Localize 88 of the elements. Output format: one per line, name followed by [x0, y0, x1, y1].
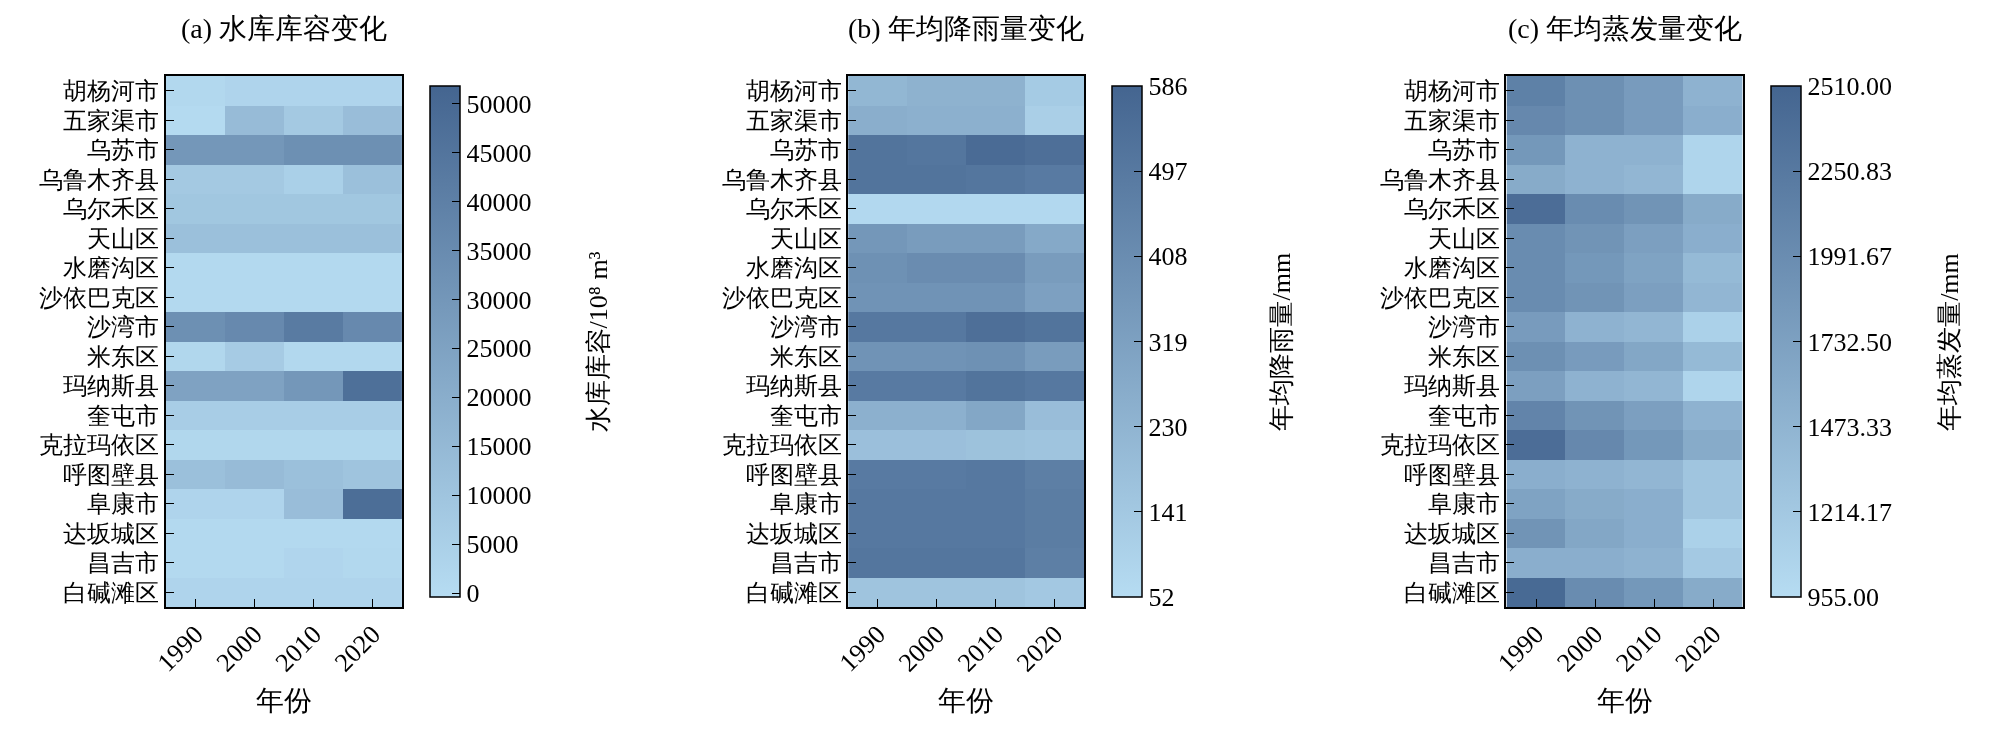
y-tick-label: 白碱滩区: [1403, 579, 1500, 606]
color-bar-label: 586: [1148, 72, 1188, 102]
color-bar-title: 年均降雨量/mm: [1266, 252, 1296, 431]
y-tick-label: 米东区: [769, 343, 842, 370]
color-bar-label: 15000: [466, 432, 532, 462]
y-tick-label: 五家渠市: [1403, 107, 1500, 134]
chart-title: (b) 年均降雨量变化: [848, 13, 1084, 44]
y-tick-label: 胡杨河市: [745, 78, 842, 105]
color-bar-label: 2510.00: [1807, 72, 1892, 102]
y-tick-label: 天山区: [769, 225, 842, 252]
y-tick-label: 乌苏市: [769, 137, 842, 164]
y-tick-label: 玛纳斯县: [745, 373, 842, 400]
color-bar-label: 10000: [466, 481, 532, 511]
y-tick-label: 胡杨河市: [1403, 78, 1500, 105]
y-tick-label: 胡杨河市: [63, 78, 160, 105]
y-tick-label: 克拉玛依区: [39, 432, 160, 459]
color-bar-label: 141: [1148, 497, 1188, 527]
x-axis-title: 年份: [938, 684, 995, 716]
color-bar-label: 35000: [466, 236, 532, 266]
y-tick-label: 阜康市: [769, 491, 842, 518]
y-tick-label: 昌吉市: [87, 550, 160, 577]
color-bar-label: 40000: [466, 187, 532, 217]
color-bar-label: 50000: [466, 89, 532, 119]
y-tick-label: 水磨沟区: [745, 255, 842, 282]
chart-title: (c) 年均蒸发量变化: [1508, 13, 1743, 44]
color-bar-label: 0: [466, 579, 480, 609]
y-tick-label: 阜康市: [1427, 491, 1500, 518]
y-tick-label: 奎屯市: [769, 402, 842, 429]
y-tick-label: 呼图壁县: [63, 461, 160, 488]
y-tick-label: 天山区: [87, 225, 160, 252]
color-bar-label: 45000: [466, 138, 532, 168]
color-bar-label: 230: [1148, 412, 1188, 442]
y-tick-label: 奎屯市: [1427, 402, 1500, 429]
y-tick-label: 乌鲁木齐县: [1379, 166, 1500, 193]
y-tick-label: 米东区: [87, 343, 160, 370]
y-tick-label: 乌苏市: [87, 137, 160, 164]
color-bar-title: 水库库容/10⁸ m³: [584, 251, 614, 433]
color-bar-label: 30000: [466, 285, 532, 315]
color-bar-label: 1991.67: [1807, 242, 1892, 272]
chart-title: (a) 水库库容变化: [181, 13, 388, 44]
y-tick-label: 水磨沟区: [63, 255, 160, 282]
y-tick-label: 沙依巴克区: [721, 284, 842, 311]
y-tick-label: 白碱滩区: [745, 579, 842, 606]
y-tick-label: 乌尔禾区: [745, 196, 842, 223]
y-tick-label: 呼图壁县: [745, 461, 842, 488]
y-tick-label: 乌尔禾区: [63, 196, 160, 223]
y-tick-label: 乌苏市: [1427, 137, 1500, 164]
y-tick-label: 奎屯市: [87, 402, 160, 429]
y-tick-label: 达坂城区: [745, 520, 842, 547]
color-bar-label: 1732.50: [1807, 327, 1892, 357]
y-tick-label: 沙依巴克区: [1379, 284, 1500, 311]
y-tick-label: 乌鲁木齐县: [39, 166, 160, 193]
y-tick-label: 达坂城区: [1403, 520, 1500, 547]
x-axis-title: 年份: [1596, 684, 1653, 716]
y-tick-label: 昌吉市: [1427, 550, 1500, 577]
x-axis-title: 年份: [256, 684, 313, 716]
y-tick-label: 玛纳斯县: [1403, 373, 1500, 400]
color-bar-label: 20000: [466, 383, 532, 413]
y-tick-label: 玛纳斯县: [63, 373, 160, 400]
color-bar-label: 955.00: [1807, 583, 1879, 613]
y-tick-label: 乌鲁木齐县: [721, 166, 842, 193]
color-bar-label: 408: [1148, 242, 1188, 272]
y-tick-label: 达坂城区: [63, 520, 160, 547]
color-bar-label: 1214.17: [1807, 497, 1892, 527]
y-tick-label: 天山区: [1427, 225, 1500, 252]
color-bar-label: 1473.33: [1807, 412, 1892, 442]
y-tick-label: 米东区: [1427, 343, 1500, 370]
y-tick-label: 沙依巴克区: [39, 284, 160, 311]
y-tick-label: 水磨沟区: [1403, 255, 1500, 282]
y-tick-label: 五家渠市: [745, 107, 842, 134]
y-tick-label: 阜康市: [87, 491, 160, 518]
y-tick-label: 五家渠市: [63, 107, 160, 134]
color-bar-label: 25000: [466, 334, 532, 364]
color-bar-label: 5000: [466, 530, 519, 560]
y-tick-label: 白碱滩区: [63, 579, 160, 606]
y-tick-label: 昌吉市: [769, 550, 842, 577]
y-tick-label: 沙湾市: [1427, 314, 1500, 341]
color-bar-label: 2250.83: [1807, 157, 1892, 187]
color-bar-label: 52: [1148, 583, 1175, 613]
color-bar-label: 497: [1148, 157, 1188, 187]
color-bar-title: 年均蒸发量/mm: [1934, 253, 1964, 431]
y-tick-label: 沙湾市: [87, 314, 160, 341]
y-tick-label: 乌尔禾区: [1403, 196, 1500, 223]
y-tick-label: 克拉玛依区: [1379, 432, 1500, 459]
y-tick-label: 克拉玛依区: [721, 432, 842, 459]
y-tick-label: 呼图壁县: [1403, 461, 1500, 488]
y-tick-label: 沙湾市: [769, 314, 842, 341]
color-bar-label: 319: [1148, 327, 1188, 357]
